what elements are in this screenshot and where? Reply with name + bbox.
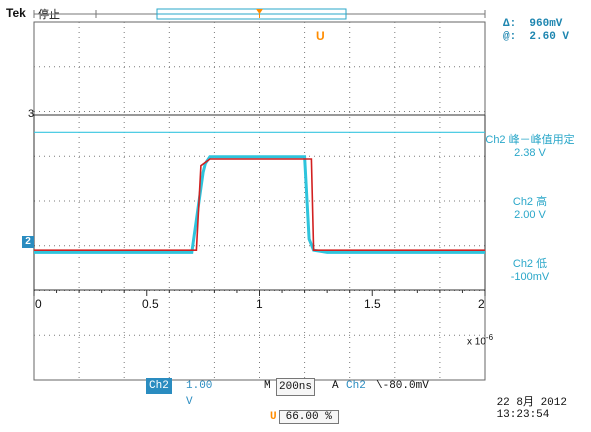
acquisition-status: 停止 xyxy=(38,9,60,21)
delta-label: Δ: xyxy=(502,18,517,30)
at-value: 2.60 V xyxy=(529,31,569,43)
x-tick-1: 0.5 xyxy=(142,297,159,311)
trigger-position-icon: U xyxy=(270,411,277,423)
x-tick-0: 0 xyxy=(35,297,42,311)
trigger-position[interactable]: U 66.00 % xyxy=(270,410,339,424)
graticule xyxy=(34,22,485,380)
x-axis-multiplier: x 10-6 xyxy=(467,333,494,348)
x-tick-4: 2 xyxy=(478,297,485,311)
delta-value: 960mV xyxy=(529,18,563,30)
trigger-prefix: A xyxy=(332,380,339,392)
at-label: @: xyxy=(502,31,517,43)
trigger-channel[interactable]: Ch2 xyxy=(346,380,366,392)
series-line-scope xyxy=(34,155,485,254)
trigger-position-value: 66.00 % xyxy=(278,410,339,424)
trigger-level[interactable]: \-80.0mV xyxy=(376,380,429,392)
x-tick-3: 1.5 xyxy=(364,297,381,311)
series-line-math xyxy=(34,158,485,251)
time-text: 13:23:54 xyxy=(496,409,550,421)
date-text: 22 8月 2012 xyxy=(496,397,567,409)
time-per-div[interactable]: 200ns xyxy=(276,378,316,396)
x-ticks xyxy=(33,290,486,296)
measurement-high[interactable]: Ch2 高 2.00 V xyxy=(512,196,548,221)
brand-logo: Tek xyxy=(6,6,26,20)
datetime: 22 8月 2012 13:23:54 xyxy=(497,397,567,421)
cursor-readout: Δ: 960mV @: 2.60 V xyxy=(503,18,569,44)
ch2-ground-marker[interactable]: 2 xyxy=(22,236,34,248)
time-prefix: M xyxy=(264,380,271,392)
x-tick-2: 1 xyxy=(256,297,263,311)
measurement-low[interactable]: Ch2 低 -100mV xyxy=(510,258,550,283)
volts-per-div[interactable]: 1.00 V xyxy=(186,380,213,408)
trigger-position-marker: U xyxy=(316,29,325,43)
y-tick-3: 3 xyxy=(28,108,35,120)
record-position-ruler xyxy=(33,8,486,20)
measurement-pk-pk[interactable]: Ch2 峰－峰值用定 2.38 V xyxy=(485,134,575,159)
channel-badge[interactable]: Ch2 xyxy=(146,378,172,394)
